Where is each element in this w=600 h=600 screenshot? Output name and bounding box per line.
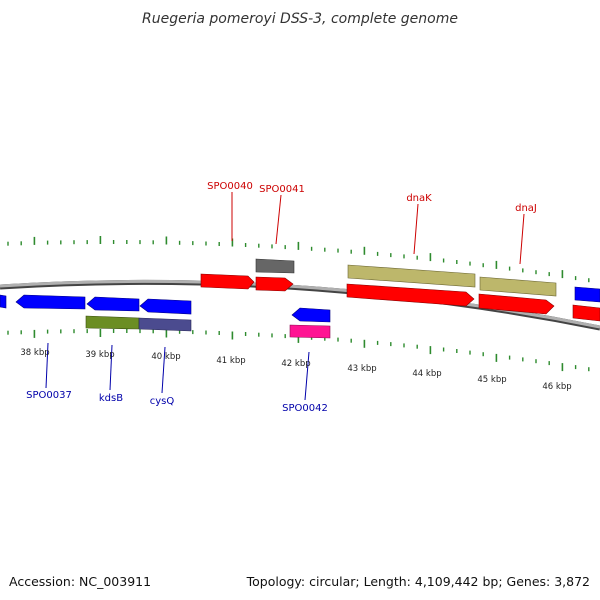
scale-label: 43 kbp xyxy=(347,364,376,374)
leader-cysq xyxy=(161,346,166,394)
gene-reverse-edge-right[interactable] xyxy=(574,286,600,303)
scale-label: 39 kbp xyxy=(85,350,114,360)
gene-label-cysq[interactable]: cysQ xyxy=(150,396,175,407)
genome-summary-text: Topology: circular; Length: 4,109,442 bp… xyxy=(246,574,590,589)
gene-label-spo0042[interactable]: SPO0042 xyxy=(282,403,328,414)
gene-dnak-cog-block[interactable] xyxy=(347,264,476,288)
scale-label: 46 kbp xyxy=(542,382,571,392)
gene-label-spo0041[interactable]: SPO0041 xyxy=(259,184,305,195)
inner-tick-row xyxy=(7,329,590,372)
gene-label-spo0040[interactable]: SPO0040 xyxy=(207,181,253,192)
gene-cysq-cog-block[interactable] xyxy=(138,317,192,332)
scale-label: 44 kbp xyxy=(412,369,441,379)
gene-cysq[interactable] xyxy=(139,298,192,315)
leader-kdsb xyxy=(109,344,113,391)
gene-label-kdsb[interactable]: kdsB xyxy=(99,393,123,404)
gene-dnaj[interactable] xyxy=(478,293,555,315)
gene-spo0037[interactable] xyxy=(15,294,86,310)
gene-spo0040[interactable] xyxy=(200,273,255,290)
outer-tick-row xyxy=(7,236,590,283)
gene-label-dnaj[interactable]: dnaJ xyxy=(515,203,537,214)
accession-text: Accession: NC_003911 xyxy=(9,574,151,589)
gene-spo0042[interactable] xyxy=(291,307,331,323)
leader-spo0037 xyxy=(45,342,49,389)
scale-label: 42 kbp xyxy=(281,359,310,369)
gene-track xyxy=(0,258,600,339)
gene-forward-edge[interactable] xyxy=(572,304,600,322)
leader-spo0042 xyxy=(304,351,310,401)
label-leader-lines xyxy=(45,192,525,401)
scale-label: 45 kbp xyxy=(477,375,506,385)
gene-spo0041[interactable] xyxy=(255,276,294,292)
genome-backbone xyxy=(0,279,600,329)
gene-reverse-edge[interactable] xyxy=(0,294,7,309)
gene-spo0041-cog-block[interactable] xyxy=(255,258,295,274)
gene-spo0042-cog-block[interactable] xyxy=(289,324,331,339)
gene-labels: SPO0040 SPO0041 dnaK dnaJ SPO0037 kdsB c… xyxy=(26,181,537,414)
scale-label: 40 kbp xyxy=(151,352,180,362)
gene-kdsb[interactable] xyxy=(86,296,140,312)
gene-label-dnak[interactable]: dnaK xyxy=(406,193,432,204)
leader-dnaj xyxy=(519,213,525,265)
leader-dnak xyxy=(413,203,419,255)
gene-label-spo0037[interactable]: SPO0037 xyxy=(26,390,72,401)
gene-dnak[interactable] xyxy=(346,283,475,307)
leader-spo0041 xyxy=(275,194,282,245)
scale-labels: 38 kbp 39 kbp 40 kbp 41 kbp 42 kbp 43 kbp 44 k… xyxy=(20,348,571,392)
scale-label: 38 kbp xyxy=(20,348,49,358)
map-title: Ruegeria pomeroyi DSS-3, complete genome xyxy=(142,11,458,27)
gene-dnaj-cog-block[interactable] xyxy=(479,276,557,297)
scale-label: 41 kbp xyxy=(216,356,245,366)
gene-kdsb-cog-block[interactable] xyxy=(85,315,140,330)
